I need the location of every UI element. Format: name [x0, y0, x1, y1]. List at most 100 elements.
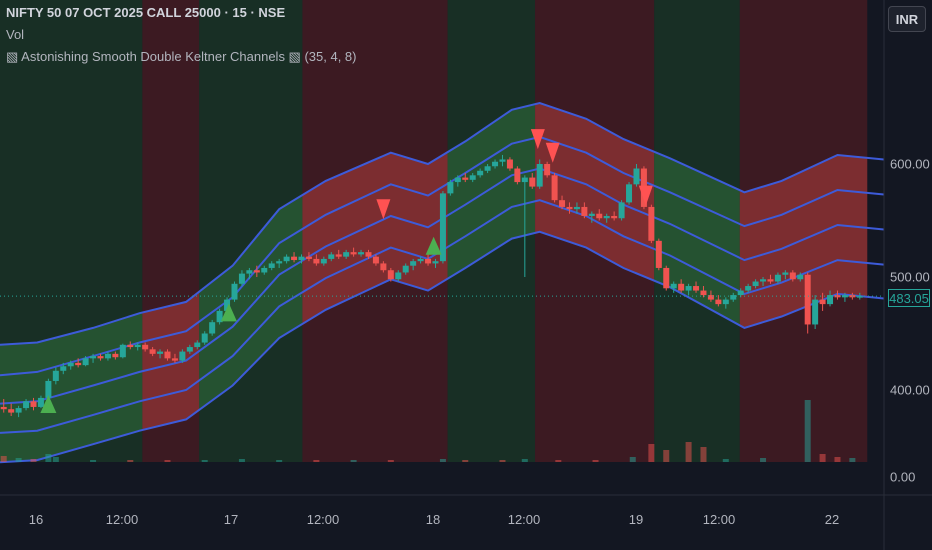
candle-body [559, 200, 566, 207]
time-label-17: 17 [223, 512, 239, 527]
candle-body [447, 182, 454, 194]
candle-body [171, 358, 178, 361]
candle-body [119, 344, 126, 358]
candle-body [194, 342, 201, 348]
candle-body [90, 356, 97, 359]
candle-body [484, 166, 491, 171]
candle-body [283, 256, 290, 262]
candle-body [812, 299, 819, 325]
candle-body [670, 283, 677, 289]
candle-body [737, 290, 744, 296]
volume-bar [45, 454, 52, 462]
candle-body [722, 299, 729, 305]
candle-body [774, 274, 781, 282]
candle-body [700, 290, 707, 296]
candle-body [179, 351, 186, 361]
volume-bar [0, 456, 7, 462]
candle-body [305, 256, 312, 259]
channel-fill-bull [0, 312, 143, 462]
candle-body [544, 164, 551, 176]
keltner-indicator-label[interactable]: ▧ Astonishing Smooth Double Keltner Chan… [6, 49, 357, 64]
candle-body [30, 401, 37, 407]
symbol-title[interactable]: NIFTY 50 07 OCT 2025 CALL 25000 · 15 · N… [6, 5, 286, 20]
volume-bar [30, 459, 37, 462]
currency-button[interactable]: INR [888, 6, 926, 32]
candle-body [834, 295, 841, 298]
volume-bar [201, 460, 208, 462]
time-label-22: 22 [824, 512, 840, 527]
candle-body [142, 344, 149, 350]
candle-body [581, 206, 588, 216]
candle-body [499, 159, 506, 162]
time-label-1200: 12:00 [507, 512, 541, 527]
candle-body [506, 159, 513, 169]
volume-bar [685, 442, 692, 462]
candle-body [693, 286, 700, 291]
volume-bar [499, 460, 506, 462]
candle-body [827, 295, 834, 305]
candle-body [246, 270, 253, 274]
keltner-band-lower-outer [0, 230, 885, 464]
candle-body [186, 347, 193, 352]
volume-bar [804, 400, 811, 462]
channel-fill-bear [142, 291, 200, 431]
candle-body [268, 263, 275, 268]
candle-body [745, 286, 752, 291]
candle-body [350, 252, 357, 255]
buy-signal-icon [40, 394, 57, 413]
time-label-1200: 12:00 [306, 512, 340, 527]
candle-body [573, 206, 580, 210]
candle-body [276, 261, 283, 264]
candle-body [536, 164, 543, 187]
candle-body [358, 252, 365, 255]
volume-bar [90, 460, 97, 462]
candle-body [477, 170, 484, 176]
volume-bar [663, 450, 670, 462]
candle-body [313, 258, 320, 264]
candle-body [611, 215, 618, 219]
channel-fill-bull [199, 195, 303, 410]
candle-body [343, 252, 350, 257]
candle-body [209, 322, 216, 334]
volume-bar [819, 454, 826, 462]
channel-fill-bull [447, 104, 536, 279]
candle-body [663, 267, 670, 289]
volume-bar [238, 459, 245, 462]
volume-bar [350, 460, 357, 462]
volume-bar [629, 457, 636, 462]
candle-body [804, 274, 811, 325]
candle-body [387, 270, 394, 280]
chart-legend: NIFTY 50 07 OCT 2025 CALL 25000 · 15 · N… [6, 0, 356, 68]
candle-body [37, 397, 44, 407]
candle-body [67, 362, 74, 367]
sell-signal-icon [545, 142, 560, 163]
candle-body [134, 344, 141, 348]
volume-indicator-label[interactable]: Vol [6, 27, 25, 42]
candle-body [60, 366, 67, 371]
time-label-19: 19 [628, 512, 644, 527]
volume-bar [387, 460, 394, 462]
candle-body [521, 177, 528, 183]
volume-zero-label: 0.00 [890, 469, 916, 485]
candle-body [432, 261, 439, 264]
candle-body [797, 274, 804, 280]
candle-body [648, 206, 655, 241]
candle-body [15, 408, 22, 413]
candle-body [224, 299, 231, 311]
time-label-1200: 12:00 [702, 512, 736, 527]
volume-bar [834, 457, 841, 462]
candle-body [596, 213, 603, 219]
volume-bar [648, 444, 655, 462]
candle-body [23, 401, 30, 409]
volume-bar [276, 460, 283, 462]
candle-body [127, 344, 134, 348]
candle-body [8, 409, 15, 413]
candle-body [410, 261, 417, 266]
candle-body [752, 281, 759, 287]
candle-body [372, 256, 379, 264]
candle-body [164, 351, 171, 359]
candle-body [402, 265, 409, 273]
sell-signal-icon [530, 129, 545, 150]
volume-bar [439, 459, 446, 462]
